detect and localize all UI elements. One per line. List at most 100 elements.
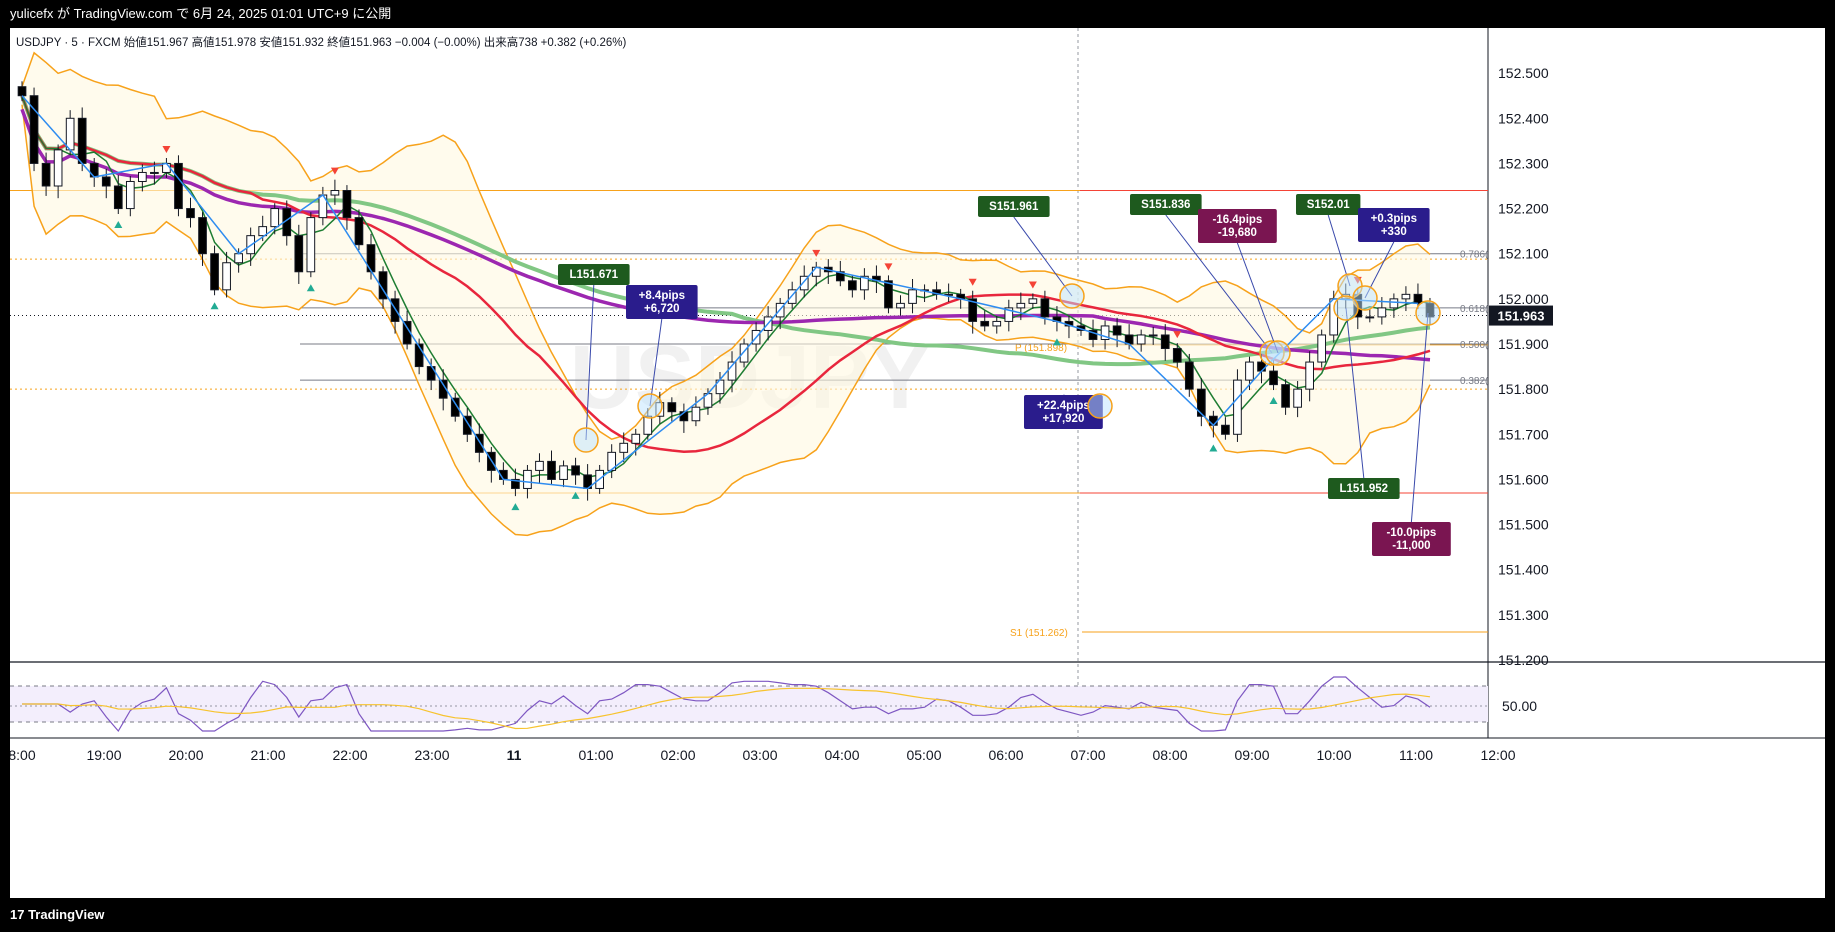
candle (186, 197, 195, 228)
candle (294, 224, 304, 284)
legend-volume: 738 (518, 37, 538, 49)
legend-close: 151.963 (350, 37, 392, 49)
price-level-label: S1 (151.262) (1010, 628, 1068, 639)
candle (571, 457, 580, 485)
candle-body (354, 217, 364, 246)
candle-body (511, 478, 520, 489)
candle (1293, 381, 1302, 418)
swing-high-marker (1028, 281, 1037, 289)
candle (535, 453, 544, 483)
candle-body (198, 217, 207, 255)
rsi-tick-label: 50.00 (1502, 698, 1537, 714)
site-name[interactable]: TradingView.com (73, 6, 173, 21)
candle (980, 310, 990, 332)
trade-point-marker (573, 427, 599, 453)
candle-body (270, 208, 280, 228)
candle-body (1257, 361, 1266, 372)
swing-low-marker (511, 503, 520, 511)
annotation-text: +330 (1381, 226, 1407, 238)
candle (330, 179, 340, 205)
candle-body (1160, 334, 1170, 350)
candle (860, 268, 869, 300)
price-tick-label: 152.100 (1498, 246, 1549, 262)
candle (414, 338, 424, 375)
candle (1112, 317, 1122, 348)
candle-body (138, 171, 147, 182)
annotation-text: +8.4pips (639, 290, 685, 302)
last-price-text: 151.963 (1498, 309, 1545, 324)
candle (1004, 299, 1014, 332)
time-tick-label: 12:00 (1480, 747, 1515, 763)
candle (378, 266, 388, 309)
time-tick-label: 19:00 (86, 747, 121, 763)
candle (138, 164, 147, 192)
candle-body (1281, 384, 1290, 408)
candle-body (330, 190, 340, 196)
candle-body (1209, 415, 1218, 426)
price-chart[interactable]: USDJPY152.500152.400152.300152.200152.10… (8, 28, 1825, 898)
candle (691, 396, 701, 427)
legend-open-label: 始値 (123, 37, 147, 49)
trade-annotation: +0.3pips+330 (1352, 208, 1430, 311)
candle-body (1112, 325, 1122, 336)
candle-body (450, 397, 460, 417)
candle (1281, 379, 1290, 415)
annotation-text: -19,680 (1218, 227, 1257, 239)
candle-body (1377, 307, 1387, 318)
bollinger-lower (21, 104, 1431, 537)
candle-body (799, 275, 809, 291)
time-tick-label: 10:00 (1316, 747, 1351, 763)
time-tick-label: 06:00 (988, 747, 1023, 763)
candle-body (1028, 298, 1038, 304)
price-tick-label: 152.200 (1498, 201, 1549, 217)
candle (198, 212, 207, 266)
legend-change: −0.004 (−0.00%) (394, 37, 481, 49)
trade-annotation: +8.4pips+6,720 (626, 285, 698, 419)
candle-body (1221, 424, 1230, 435)
time-tick-label: 21:00 (250, 747, 285, 763)
candle-body (1245, 361, 1254, 381)
candle (1389, 293, 1399, 318)
candle-body (41, 162, 51, 187)
chart-area[interactable]: USDJPY152.500152.400152.300152.200152.10… (8, 28, 1825, 898)
candle (306, 212, 316, 278)
price-tick-label: 151.200 (1498, 652, 1549, 668)
candle (1196, 378, 1206, 427)
candle (41, 152, 51, 196)
time-tick-label: 05:00 (906, 747, 941, 763)
legend-high: 151.978 (214, 37, 257, 49)
candle-body (258, 226, 268, 237)
legend-low-label: 安値 (259, 37, 283, 49)
candle-body (787, 289, 797, 304)
candle (462, 408, 472, 442)
candle-body (1136, 334, 1146, 345)
trade-annotation: -16.4pips-19,680 (1198, 209, 1291, 366)
rsi-ma-line (22, 687, 1431, 730)
time-tick-label: 11:00 (1399, 747, 1433, 763)
candle-body (667, 402, 677, 413)
candle-body (1016, 302, 1026, 309)
candle (547, 450, 556, 485)
swing-high-marker (1173, 331, 1182, 339)
candle-body (222, 262, 231, 291)
trade-annotation: S151.961 (978, 196, 1085, 309)
legend-symbol[interactable]: USDJPY · 5 · FXCM (16, 37, 121, 49)
candle (1148, 326, 1158, 345)
swing-low-marker (1209, 444, 1218, 452)
candle (354, 209, 364, 251)
author-name[interactable]: yulicefx (10, 6, 54, 21)
price-tick-label: 151.400 (1498, 562, 1549, 578)
bollinger-upper (21, 51, 1431, 441)
candle (1028, 293, 1038, 309)
time-tick-label: 20:00 (168, 747, 203, 763)
candle (667, 397, 677, 422)
annotation-connector (1236, 242, 1279, 354)
candle-body (474, 433, 484, 453)
candle (390, 290, 400, 334)
annotation-text: S152.01 (1307, 199, 1350, 211)
tradingview-logo[interactable]: 17 TradingView (10, 898, 104, 932)
candle-body (306, 217, 316, 273)
candle-body (1196, 388, 1206, 417)
candle-body (896, 302, 905, 309)
candle-body (1233, 379, 1242, 435)
